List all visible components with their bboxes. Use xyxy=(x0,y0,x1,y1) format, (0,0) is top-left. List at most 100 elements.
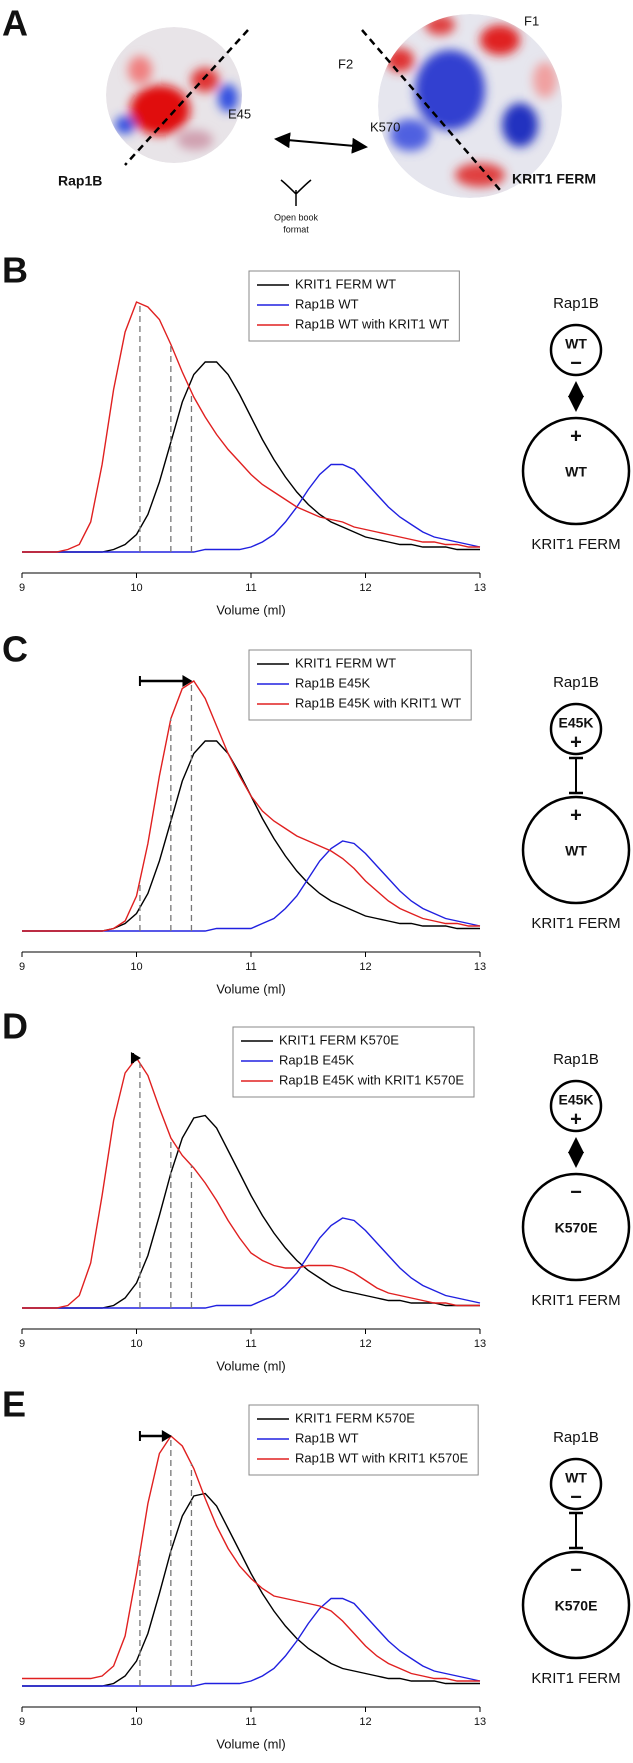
x-axis-title: Volume (ml) xyxy=(216,1736,285,1751)
large-protein xyxy=(521,795,631,905)
panel-label: E xyxy=(2,1384,26,1425)
x-tick-label: 9 xyxy=(19,582,25,594)
x-tick-label: 10 xyxy=(130,1338,142,1350)
rap1b-surface xyxy=(106,27,242,163)
x-tick-label: 12 xyxy=(359,1716,371,1728)
arrow-head xyxy=(161,1430,172,1442)
charge: + xyxy=(570,1108,582,1130)
charge: − xyxy=(570,352,582,374)
x-tick-label: 10 xyxy=(130,582,142,594)
diagram-label: KRIT1 FERM xyxy=(531,915,620,932)
legend-label: KRIT1 FERM K570E xyxy=(295,1410,415,1425)
diagram-label: Rap1B xyxy=(553,674,599,691)
small-protein xyxy=(549,1457,603,1511)
legend-label: KRIT1 FERM WT xyxy=(295,655,396,670)
x-tick-label: 10 xyxy=(130,1716,142,1728)
x-tick-label: 12 xyxy=(359,582,371,594)
residue-label: K570 xyxy=(370,119,400,134)
x-tick-label: 11 xyxy=(245,961,256,973)
protein-variant: WT xyxy=(565,464,587,480)
x-tick-label: 11 xyxy=(245,582,256,594)
protein-variant: WT xyxy=(565,336,587,352)
diagram-label: Rap1B xyxy=(553,1429,599,1446)
x-tick-label: 13 xyxy=(474,1338,486,1350)
series-line xyxy=(22,1597,481,1687)
charge: − xyxy=(570,1486,582,1508)
series-line xyxy=(22,840,481,932)
legend-box xyxy=(248,649,472,721)
protein-label: KRIT1 FERM xyxy=(512,171,596,187)
large-protein xyxy=(521,1172,631,1282)
legend-box xyxy=(232,1026,475,1098)
panel-label: A xyxy=(2,3,28,44)
note: Open book xyxy=(274,212,319,222)
series-line xyxy=(22,463,481,553)
lobe-label: F2 xyxy=(338,56,353,71)
diagram-label: Rap1B xyxy=(553,1051,599,1068)
legend-label: KRIT1 FERM K570E xyxy=(279,1032,399,1047)
series-line xyxy=(22,1056,480,1309)
x-axis-title: Volume (ml) xyxy=(216,981,285,996)
protein-variant: WT xyxy=(565,843,587,859)
small-protein xyxy=(549,702,603,756)
protein-variant: E45K xyxy=(558,715,593,731)
arrow-head xyxy=(130,1052,141,1064)
series-line xyxy=(22,1114,480,1309)
x-tick-label: 12 xyxy=(359,961,371,973)
panel-label: B xyxy=(2,250,28,291)
series-line xyxy=(22,1217,481,1309)
x-tick-label: 9 xyxy=(19,1338,25,1350)
charge: + xyxy=(570,804,582,826)
residue-label: E45 xyxy=(228,106,251,121)
arrow-head xyxy=(182,675,193,687)
legend-label: Rap1B E45K with KRIT1 K570E xyxy=(279,1072,464,1087)
x-tick-label: 13 xyxy=(474,582,486,594)
legend-label: Rap1B WT with KRIT1 WT xyxy=(295,316,449,331)
diagram-label: KRIT1 FERM xyxy=(531,1670,620,1687)
charge: − xyxy=(570,1181,582,1203)
legend-box xyxy=(248,1404,479,1476)
x-tick-label: 9 xyxy=(19,1716,25,1728)
note: format xyxy=(283,224,309,234)
protein-variant: K570E xyxy=(555,1598,598,1614)
x-tick-label: 13 xyxy=(474,961,486,973)
charge: − xyxy=(570,1559,582,1581)
protein-variant: E45K xyxy=(558,1092,593,1108)
series-line xyxy=(22,740,480,932)
legend-label: Rap1B WT xyxy=(295,1430,359,1445)
protein-variant: K570E xyxy=(555,1220,598,1236)
diagram-label: KRIT1 FERM xyxy=(531,536,620,553)
x-tick-label: 9 xyxy=(19,961,25,973)
legend-label: Rap1B E45K xyxy=(295,675,370,690)
x-tick-label: 10 xyxy=(130,961,142,973)
legend-label: KRIT1 FERM WT xyxy=(295,276,396,291)
series-line xyxy=(22,680,480,932)
x-axis-title: Volume (ml) xyxy=(216,1358,285,1373)
legend-box xyxy=(248,270,460,342)
legend-label: Rap1B E45K with KRIT1 WT xyxy=(295,695,461,710)
x-axis-title: Volume (ml) xyxy=(216,602,285,617)
diagram-label: KRIT1 FERM xyxy=(531,1292,620,1309)
diagram-label: Rap1B xyxy=(553,295,599,312)
x-tick-label: 12 xyxy=(359,1338,371,1350)
small-protein xyxy=(549,323,603,377)
legend-label: Rap1B WT xyxy=(295,296,359,311)
series-line xyxy=(22,1434,480,1682)
series-line xyxy=(22,1492,480,1687)
x-tick-label: 11 xyxy=(245,1716,256,1728)
small-protein xyxy=(549,1079,603,1133)
legend-label: Rap1B WT with KRIT1 K570E xyxy=(295,1450,468,1465)
protein-variant: WT xyxy=(565,1470,587,1486)
large-protein xyxy=(521,1550,631,1660)
panel-label: C xyxy=(2,629,28,670)
protein-label: Rap1B xyxy=(58,173,102,189)
legend-label: Rap1B E45K xyxy=(279,1052,354,1067)
large-protein xyxy=(521,416,631,526)
panel-label: D xyxy=(2,1006,28,1047)
x-tick-label: 13 xyxy=(474,1716,486,1728)
charge: + xyxy=(570,425,582,447)
lobe-label: F1 xyxy=(524,13,539,28)
x-tick-label: 11 xyxy=(245,1338,256,1350)
